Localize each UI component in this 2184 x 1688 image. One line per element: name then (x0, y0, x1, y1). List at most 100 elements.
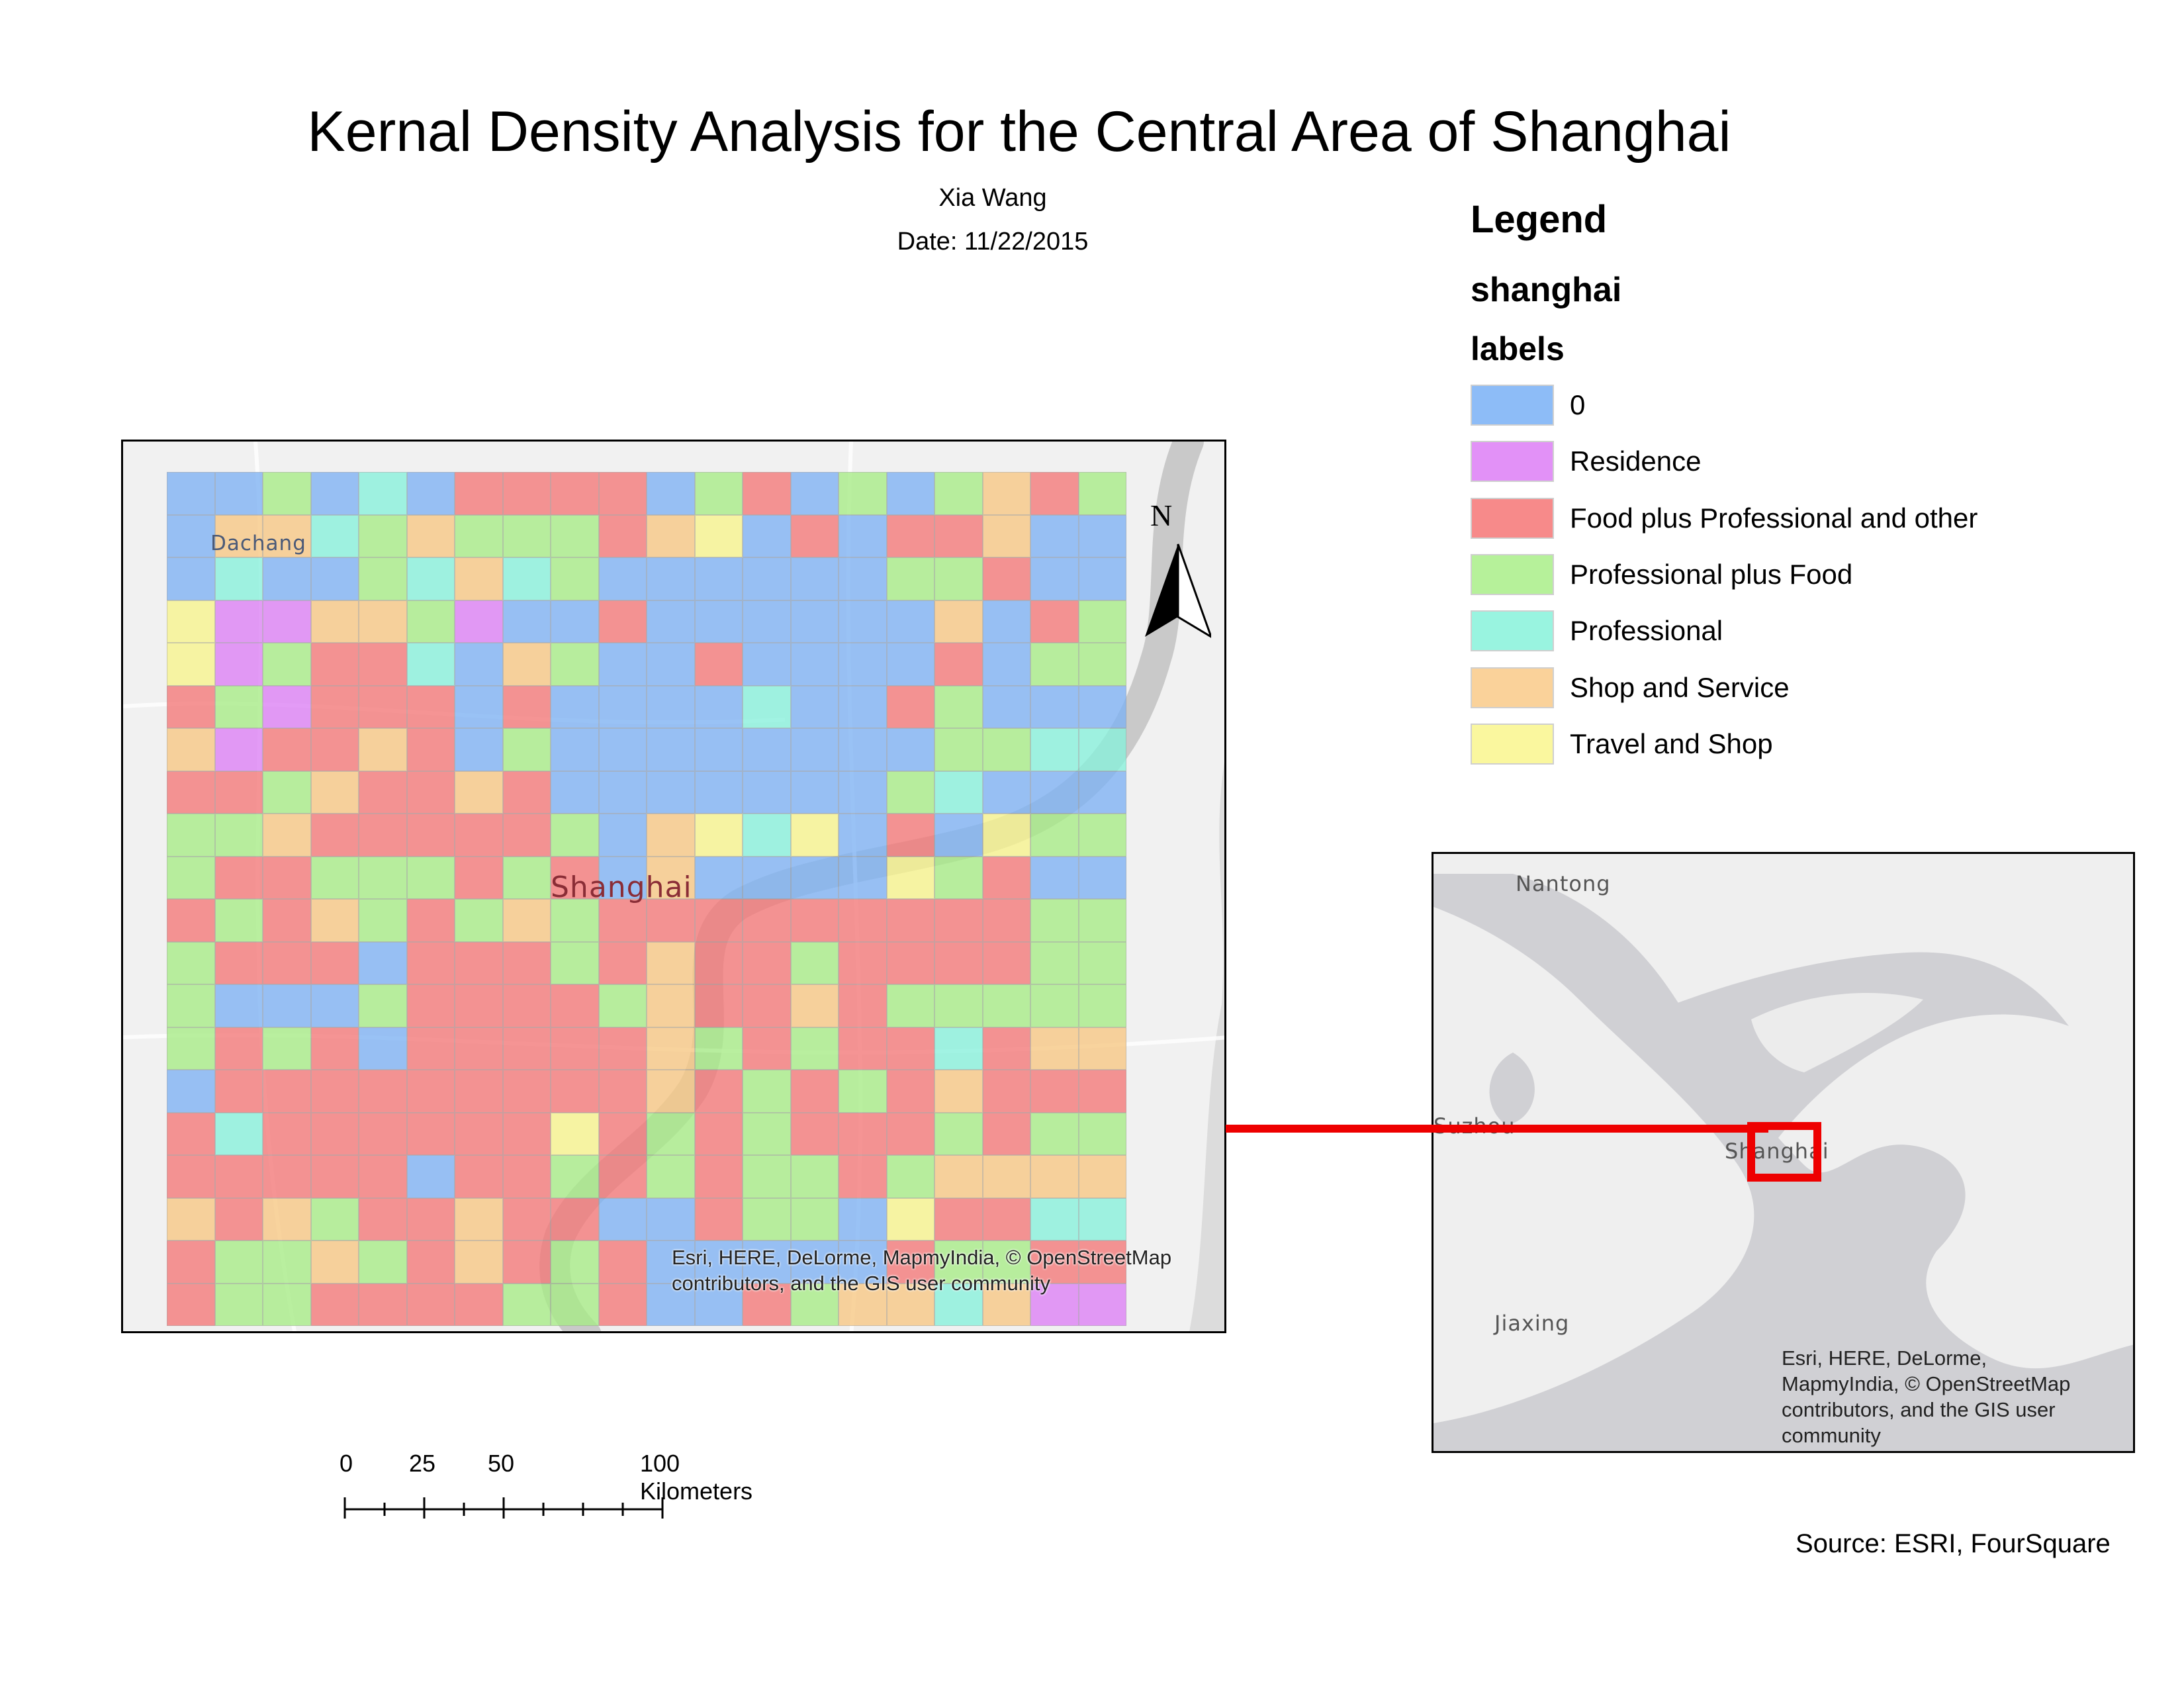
legend-swatch (1471, 610, 1554, 651)
grid-cell (934, 685, 983, 728)
grid-cell (1030, 1155, 1079, 1198)
grid-cell (647, 728, 695, 771)
grid-cell (263, 984, 311, 1027)
grid-cell (790, 514, 839, 557)
grid-cell (359, 728, 407, 771)
grid-cell (455, 472, 503, 515)
place-label-dachang: Dachang (210, 532, 306, 555)
grid-cell (839, 1241, 887, 1284)
grid-cell (694, 1155, 743, 1198)
legend-item-professional-plus-food: Professional plus Food (1471, 553, 1852, 596)
grid-cell (214, 557, 263, 600)
grid-cell (310, 557, 359, 600)
grid-cell (214, 600, 263, 643)
grid-cell (310, 771, 359, 814)
grid-cell (598, 856, 647, 899)
grid-cell (1030, 472, 1079, 515)
grid-cell (502, 1027, 551, 1070)
main-credit-line-2: contributors, and the GIS user community (672, 1272, 1051, 1295)
grid-cell (790, 1027, 839, 1070)
grid-cell (934, 1112, 983, 1155)
grid-cell (406, 643, 455, 686)
grid-cell (743, 514, 791, 557)
legend-label: Professional plus Food (1570, 559, 1853, 590)
grid-cell (263, 557, 311, 600)
grid-cell (214, 728, 263, 771)
source-credit: Source: ESRI, FourSquare (1796, 1529, 2111, 1558)
grid-cell (886, 1155, 934, 1198)
grid-cell (839, 984, 887, 1027)
grid-cell (982, 557, 1030, 600)
grid-cell (167, 1070, 215, 1113)
grid-cell (455, 984, 503, 1027)
grid-cell (167, 1155, 215, 1198)
grid-cell (1030, 771, 1079, 814)
grid-cell (694, 600, 743, 643)
grid-cell (1030, 1112, 1079, 1155)
legend-label: Professional (1570, 615, 1723, 646)
north-arrow-icon (1145, 543, 1211, 638)
main-map-frame[interactable]: Dachang Shanghai (121, 440, 1226, 1333)
inset-land-grey (1433, 874, 2133, 1451)
grid-cell (310, 984, 359, 1027)
grid-cell (839, 1155, 887, 1198)
grid-cell (598, 557, 647, 600)
grid-cell (1078, 899, 1126, 942)
grid-cell (790, 1112, 839, 1155)
inset-label-shanghai: Shanghai (1725, 1139, 1829, 1164)
grid-cell (359, 472, 407, 515)
grid-cell (551, 814, 599, 857)
grid-cell (167, 728, 215, 771)
grid-cell (743, 643, 791, 686)
grid-cell (310, 1155, 359, 1198)
grid-cell (167, 600, 215, 643)
grid-cell (886, 1070, 934, 1113)
grid-cell (455, 1283, 503, 1326)
grid-cell (598, 1027, 647, 1070)
grid-cell (502, 1112, 551, 1155)
grid-cell (790, 856, 839, 899)
grid-cell (839, 941, 887, 984)
grid-cell (359, 514, 407, 557)
grid-cell (743, 814, 791, 857)
scale-label-50: 50 (488, 1450, 515, 1477)
grid-cell (167, 1197, 215, 1241)
grid-cell (598, 685, 647, 728)
grid-cell (598, 899, 647, 942)
grid-cell (982, 1283, 1030, 1326)
grid-cell (1078, 557, 1126, 600)
grid-cell (790, 771, 839, 814)
grid-cell (1030, 899, 1079, 942)
grid-cell (502, 1283, 551, 1326)
grid-cell (1078, 941, 1126, 984)
grid-cell (406, 1197, 455, 1241)
legend-label: Residence (1570, 445, 1702, 477)
grid-cell (359, 814, 407, 857)
legend-label: Food plus Professional and other (1570, 502, 1978, 534)
grid-cell (406, 984, 455, 1027)
scale-label-25: 25 (409, 1450, 436, 1477)
grid-cell (839, 856, 887, 899)
legend-item-residence: Residence (1471, 440, 1701, 483)
grid-cell (647, 643, 695, 686)
grid-cell (743, 899, 791, 942)
grid-cell (1078, 728, 1126, 771)
east-shore (1189, 762, 1224, 1331)
grid-cell (310, 1241, 359, 1284)
north-arrow-label: N (1150, 498, 1173, 532)
grid-cell (886, 514, 934, 557)
grid-cell (743, 1241, 791, 1284)
grid-cell (982, 771, 1030, 814)
grid-cell (167, 1112, 215, 1155)
grid-cell (886, 728, 934, 771)
grid-cell (839, 600, 887, 643)
grid-cell (551, 1070, 599, 1113)
grid-cell (310, 1070, 359, 1113)
grid-cell (167, 472, 215, 515)
grid-cell (359, 771, 407, 814)
grid-cell (598, 1155, 647, 1198)
grid-cell (455, 856, 503, 899)
grid-cell (1078, 1027, 1126, 1070)
grid-cell (359, 856, 407, 899)
grid-cell (790, 728, 839, 771)
